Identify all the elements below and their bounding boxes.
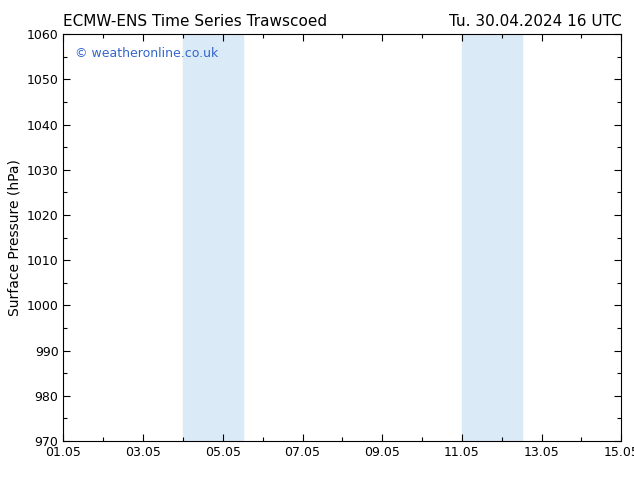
Y-axis label: Surface Pressure (hPa): Surface Pressure (hPa) [7,159,21,316]
Bar [183,34,243,441]
Text: Tu. 30.04.2024 16 UTC: Tu. 30.04.2024 16 UTC [449,14,621,29]
Text: ECMW-ENS Time Series Trawscoed: ECMW-ENS Time Series Trawscoed [63,14,328,29]
Text: © weatheronline.co.uk: © weatheronline.co.uk [75,47,218,59]
Bar [462,34,522,441]
